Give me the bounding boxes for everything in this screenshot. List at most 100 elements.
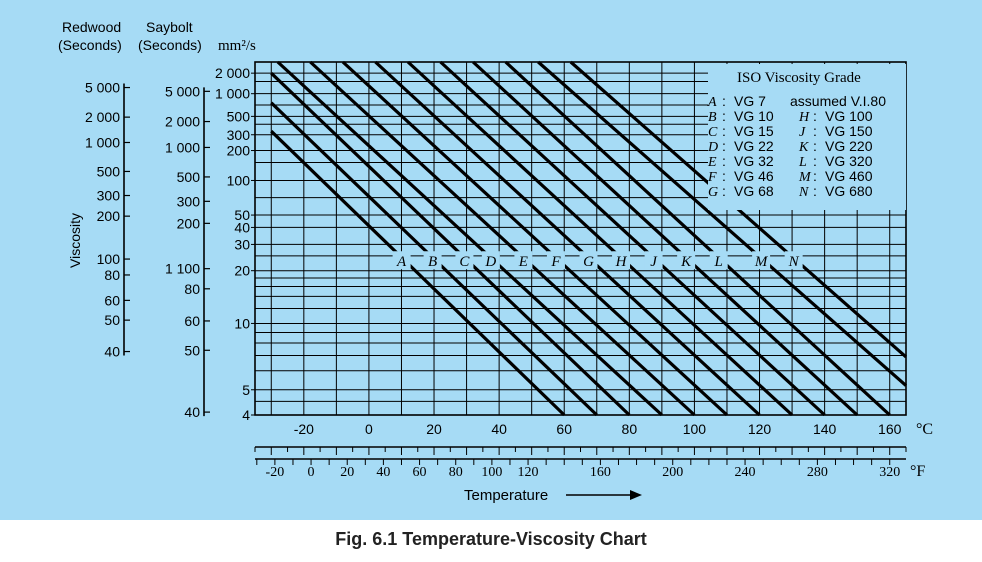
- legend-key: K: [798, 140, 809, 155]
- series-line-K: [472, 60, 859, 417]
- series-line-H: [406, 60, 794, 417]
- series-label-M: M: [754, 254, 769, 270]
- redwood-scale-tick-label: 50: [104, 312, 120, 328]
- chart-frame: Redwood (Seconds) Saybolt (Seconds) mm²/…: [0, 0, 982, 520]
- y-tick-label: 1 000: [215, 86, 250, 102]
- legend-colon: :: [722, 123, 726, 139]
- legend-key: J: [799, 125, 806, 140]
- legend-colon: :: [722, 153, 726, 169]
- y-tick-label: 40: [234, 219, 250, 235]
- legend-grade: VG 46: [734, 168, 774, 184]
- series-line-G: [374, 60, 761, 417]
- legend-key: C: [708, 125, 718, 140]
- legend-key: H: [798, 110, 810, 125]
- series-label-J: J: [650, 254, 658, 270]
- x-tick-label-f: 280: [807, 465, 828, 480]
- saybolt-scale-tick-label: 60: [184, 313, 200, 329]
- x-tick-label-f: 60: [413, 465, 427, 480]
- x-tick-label-f: 80: [449, 465, 463, 480]
- legend-key: F: [707, 170, 717, 185]
- series-label-bg-H: [612, 251, 631, 270]
- x-tick-label-f: 120: [518, 465, 539, 480]
- series-line-E: [309, 60, 696, 417]
- legend-grade: VG 68: [734, 183, 774, 199]
- series-line-A: [270, 130, 566, 417]
- legend-grade: VG 7: [734, 93, 766, 109]
- series-label-A: A: [396, 254, 407, 270]
- series-line-C: [270, 72, 631, 417]
- saybolt-scale-tick-label: 1 000: [165, 139, 200, 155]
- y-tick-label: 30: [234, 236, 250, 252]
- saybolt-scale-tick-label: 2 000: [165, 114, 200, 130]
- x-tick-label-f: -20: [266, 465, 285, 480]
- series-line-F: [341, 60, 729, 417]
- redwood-scale-tick-label: 200: [97, 208, 121, 224]
- left-scales: 5 000 2 000 1 000 500 300 200 1 100 80 60 50 40 5 0…: [85, 80, 210, 420]
- legend-box: [708, 64, 906, 210]
- series-line-M: [537, 60, 908, 387]
- series-label-L: L: [714, 254, 723, 270]
- series-label-bg-F: [546, 251, 565, 270]
- legend-rows: A: VG 7 B: VG 10 C: VG 15 D: VG 22 E: VG 32 F: VG 4…: [707, 93, 873, 200]
- series-lines: [270, 60, 908, 417]
- legend-colon: :: [722, 183, 726, 199]
- x-tick-label-f: 320: [879, 465, 900, 480]
- saybolt-scale-tick-label: 40: [184, 404, 200, 420]
- x-axis-label: Temperature: [464, 487, 548, 504]
- series-label-B: B: [428, 254, 437, 270]
- x-tick-label-f: 160: [590, 465, 611, 480]
- redwood-scale-tick-label: 500: [97, 163, 121, 179]
- series-label-C: C: [459, 254, 470, 270]
- saybolt-scale-tick-label: 300: [177, 193, 201, 209]
- legend-colon: :: [813, 108, 817, 124]
- saybolt-scale-tick-label: 500: [177, 169, 201, 185]
- x-tick-label-f: 200: [662, 465, 683, 480]
- legend-note: assumed V.I.80: [790, 93, 886, 109]
- x-tick-label-c: 60: [556, 421, 572, 437]
- legend-colon: :: [813, 123, 817, 139]
- legend-key: N: [798, 185, 809, 200]
- series-label-K: K: [680, 254, 692, 270]
- saybolt-scale-tick-label: 80: [184, 281, 200, 297]
- y-tick-label: 10: [234, 315, 250, 331]
- saybolt-scale-tick-label: 200: [177, 215, 201, 231]
- legend-key: L: [798, 155, 807, 170]
- redwood-scale-tick-label: 100: [97, 251, 121, 267]
- saybolt-scale-tick-label: 50: [184, 342, 200, 358]
- legend-grade: VG 320: [825, 153, 873, 169]
- x-tick-label-c: 80: [622, 421, 638, 437]
- legend-key: D: [707, 140, 718, 155]
- series-label-bg-J: [644, 251, 663, 270]
- plot-frame: [254, 61, 907, 416]
- x-tick-label-f: 240: [735, 465, 756, 480]
- y-tick-label: 2 000: [215, 65, 250, 81]
- series-label-D: D: [484, 254, 496, 270]
- x-tick-label-c: 20: [426, 421, 442, 437]
- x-tick-label-c: -20: [294, 421, 314, 437]
- x-tick-label-c: 0: [365, 421, 373, 437]
- y-tick-label: 5: [242, 382, 250, 398]
- unit-label-mm2s: mm²/s: [218, 38, 256, 54]
- series-label-bg-D: [481, 251, 500, 270]
- series-label-bg-K: [677, 251, 696, 270]
- x-tick-label-f: 100: [481, 465, 502, 480]
- series-line-D: [276, 60, 663, 417]
- redwood-header-line2: (Seconds): [58, 37, 122, 53]
- temperature-arrow-head: [630, 490, 642, 500]
- legend-grade: VG 150: [825, 123, 873, 139]
- series-line-J: [439, 60, 826, 417]
- x-tick-label-c: 100: [683, 421, 707, 437]
- series-label-bg-G: [579, 251, 598, 270]
- y-tick-label: 4: [242, 407, 250, 423]
- y-tick-label: 20: [234, 263, 250, 279]
- y-tick-label: 500: [227, 108, 251, 124]
- legend-grade: VG 460: [825, 168, 873, 184]
- series-line-L: [504, 60, 891, 417]
- x-tick-label-f: 0: [308, 465, 315, 480]
- x-unit-fahrenheit: °F: [910, 463, 925, 480]
- redwood-scale-tick-label: 5 000: [85, 80, 120, 96]
- y-tick-label: 100: [227, 172, 251, 188]
